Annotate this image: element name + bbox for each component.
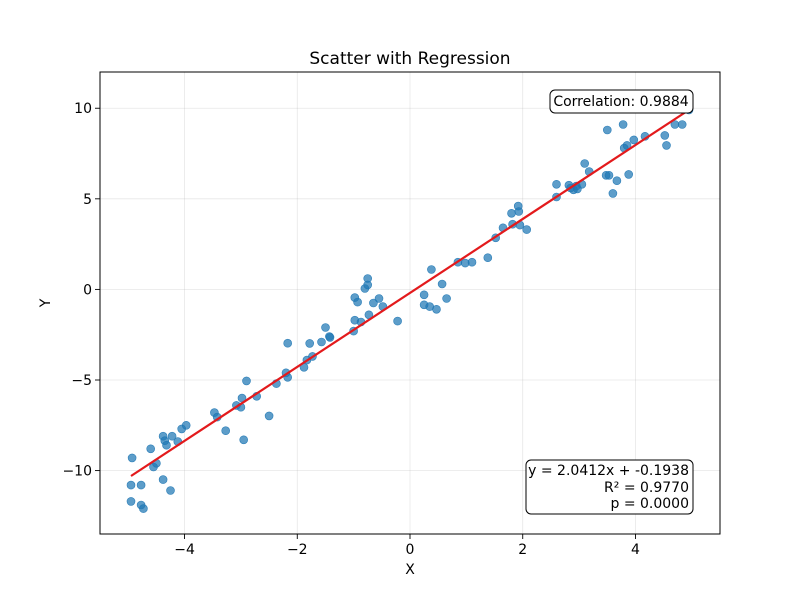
data-point	[432, 304, 441, 314]
axis-ticks: −4 −2 0 2 4 −10 −5 0 5 10	[62, 101, 640, 558]
data-point	[158, 475, 168, 484]
data-point	[239, 435, 248, 445]
data-point	[264, 411, 274, 421]
data-point	[353, 297, 362, 307]
data-point	[467, 257, 477, 267]
data-point	[369, 298, 378, 308]
x-tick-label: 0	[406, 542, 415, 558]
y-axis-label: Y	[38, 298, 54, 308]
data-point	[483, 253, 493, 263]
correlation-annotation: Correlation: 0.9884	[549, 89, 694, 114]
x-tick-label: 2	[518, 542, 527, 558]
y-tick-label: −5	[71, 373, 92, 389]
data-point	[612, 176, 622, 185]
x-axis-label: X	[405, 562, 415, 578]
y-tick-label: 5	[83, 192, 92, 208]
data-point	[139, 504, 148, 513]
data-point	[608, 189, 618, 198]
data-point	[393, 316, 402, 326]
data-point	[604, 171, 614, 180]
data-point	[363, 274, 373, 283]
data-point	[127, 453, 137, 463]
data-point	[166, 486, 175, 495]
data-point	[283, 338, 293, 348]
data-point	[662, 141, 671, 150]
data-point	[146, 444, 155, 454]
r-squared-text: R² = 0.9770	[604, 480, 689, 496]
data-point	[305, 339, 315, 348]
data-point	[552, 180, 561, 189]
data-point	[374, 294, 384, 303]
data-point	[514, 207, 524, 216]
data-point	[437, 279, 447, 289]
data-point	[660, 131, 670, 140]
data-point	[507, 209, 516, 218]
y-tick-label: 0	[83, 282, 92, 298]
data-point	[442, 294, 451, 303]
data-point	[580, 159, 590, 168]
regression-line	[130, 108, 690, 477]
data-point	[181, 420, 191, 430]
data-point	[602, 125, 612, 135]
data-point	[126, 480, 136, 490]
data-point	[419, 290, 429, 300]
data-point	[325, 333, 335, 342]
data-point	[221, 426, 230, 436]
equation-text: y = 2.0412x + -0.1938	[528, 463, 689, 479]
x-tick-label: −4	[174, 542, 195, 558]
correlation-box	[549, 89, 694, 114]
data-point	[317, 337, 326, 347]
data-point	[321, 323, 330, 332]
data-point	[624, 170, 634, 179]
data-point	[522, 225, 532, 234]
regression-stats-annotation: y = 2.0412x + -0.1938 R² = 0.9770 p = 0.…	[525, 459, 694, 515]
data-point	[677, 120, 687, 129]
chart-title: Scatter with Regression	[309, 49, 510, 69]
data-point	[162, 440, 171, 450]
p-value-text: p = 0.0000	[610, 496, 689, 512]
correlation-text: Correlation: 0.9884	[553, 94, 688, 110]
stats-box	[525, 459, 694, 515]
grid	[100, 72, 720, 534]
data-point	[427, 265, 436, 274]
x-tick-label: 4	[631, 542, 640, 558]
data-point	[242, 376, 251, 386]
data-point	[618, 120, 628, 129]
plot-area	[100, 72, 720, 534]
x-tick-label: −2	[287, 542, 308, 558]
data-point	[126, 497, 136, 506]
data-point	[167, 431, 177, 441]
y-tick-label: 10	[74, 101, 92, 117]
y-tick-label: −10	[62, 464, 92, 480]
data-point	[629, 135, 639, 145]
data-point	[136, 480, 146, 490]
